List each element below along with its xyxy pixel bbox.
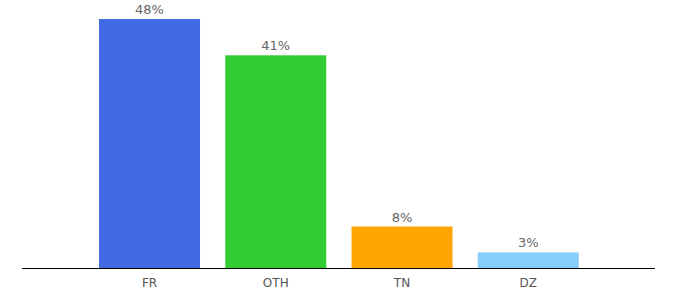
x-tick-label: DZ <box>520 276 537 290</box>
x-tick-label: OTH <box>263 276 289 290</box>
x-axis: FR OTH TN DZ <box>142 268 537 290</box>
baseline <box>22 268 655 269</box>
data-label: 41% <box>261 38 290 53</box>
bar <box>352 227 453 269</box>
x-tick-label: FR <box>142 276 157 290</box>
bar <box>225 55 326 268</box>
x-tick-label: TN <box>393 276 410 290</box>
data-label: 48% <box>135 2 164 17</box>
x-tick: DZ <box>520 268 537 290</box>
bars <box>99 19 579 268</box>
data-label: 8% <box>392 210 413 225</box>
data-label: 3% <box>518 235 539 250</box>
bar <box>478 252 579 268</box>
x-tick: FR <box>142 268 157 290</box>
data-labels: 48% 41% 8% 3% <box>135 2 539 250</box>
bar <box>99 19 200 268</box>
x-tick: TN <box>393 268 410 290</box>
x-tick: OTH <box>263 268 289 290</box>
chart: 48% 41% 8% 3% FR OTH TN DZ <box>0 0 680 300</box>
